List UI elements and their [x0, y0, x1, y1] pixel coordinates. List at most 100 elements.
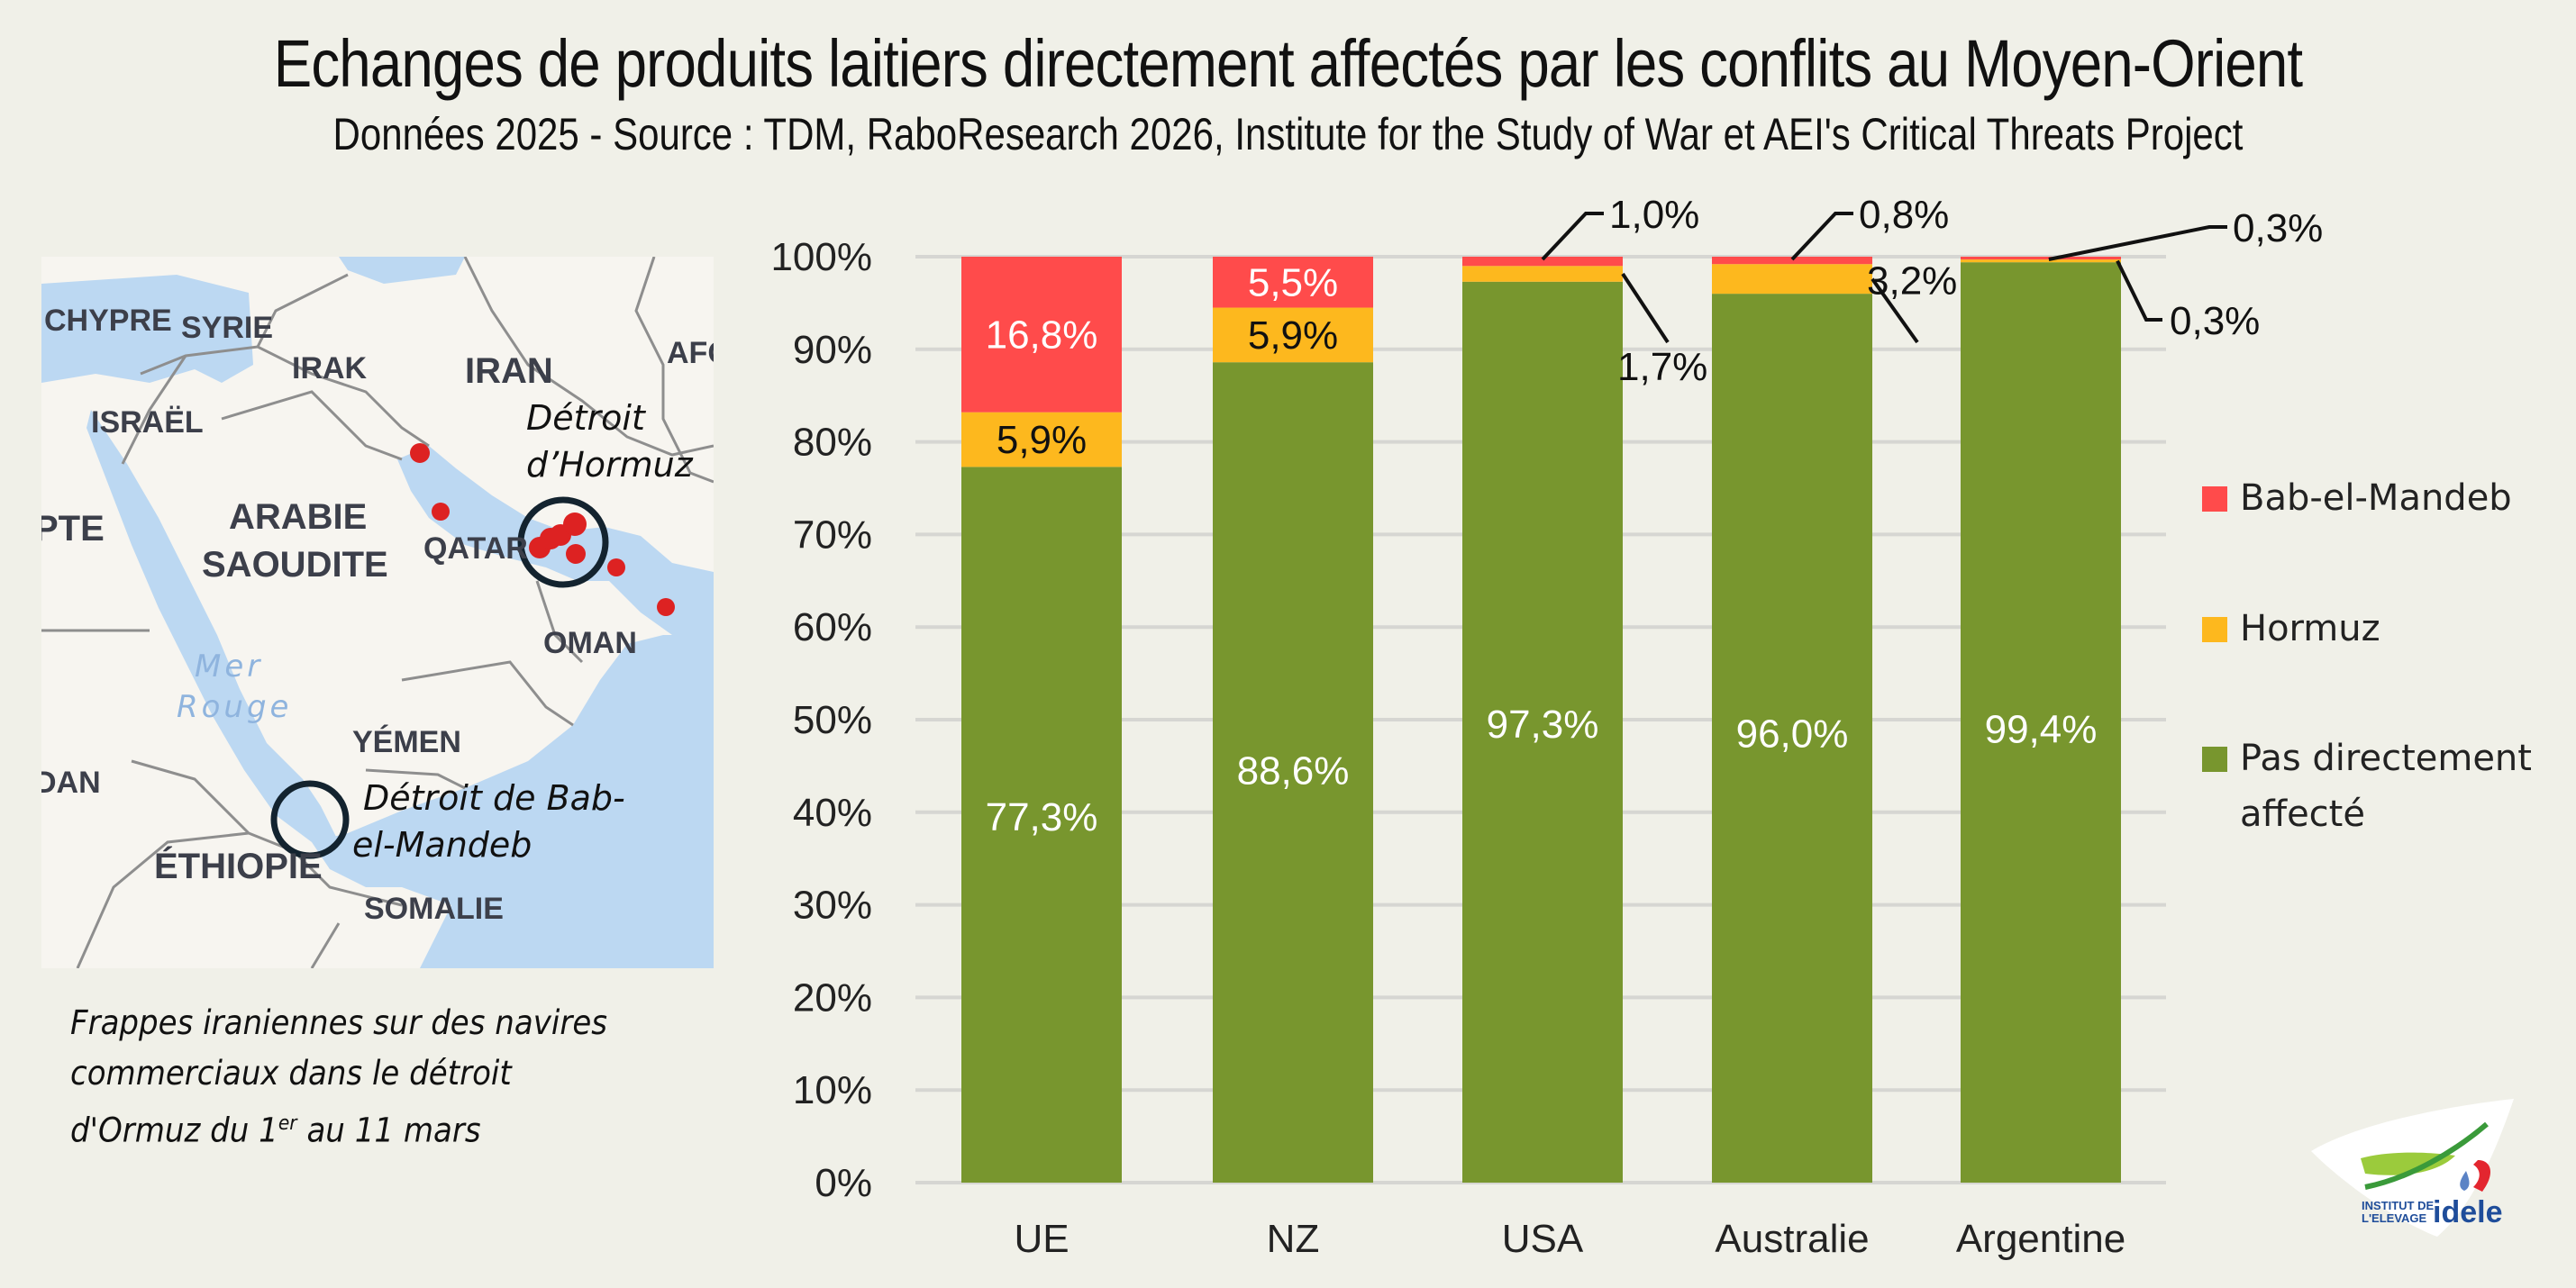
x-tick-label: USA	[1502, 1217, 1584, 1261]
data-label: 97,3%	[1487, 703, 1599, 747]
map-label-ethiopia: ÉTHIOPIE	[154, 847, 323, 886]
map-caption: Frappes iraniennes sur des navires comme…	[70, 998, 667, 1156]
map-label-cyprus: CHYPRE	[44, 304, 172, 338]
x-tick-label: Argentine	[1956, 1217, 2125, 1261]
map-label-iran: IRAN	[465, 351, 553, 391]
legend-label-bab-el-mandeb: Bab-el-Mandeb	[2240, 477, 2512, 519]
map-label-somalia: SOMALIE	[364, 892, 504, 926]
data-label: 96,0%	[1736, 712, 1849, 756]
data-label-leader-line	[2116, 259, 2162, 322]
map-label-egypt: PTE	[41, 509, 105, 549]
y-tick-label: 40%	[793, 791, 872, 835]
map-label-yemen: YÉMEN	[352, 725, 461, 759]
bar-segment-bab-el-mandeb	[1462, 257, 1623, 267]
y-tick-label: 90%	[793, 328, 872, 372]
y-axis-tick-labels: 0% 10% 20% 30% 40% 50% 60% 70% 80% 90% 100%	[770, 235, 872, 1205]
map-label-afghanistan: AFG	[667, 336, 714, 370]
legend-label-not-affected: Pas directement affecté	[2240, 730, 2532, 842]
y-tick-label: 0%	[815, 1161, 872, 1205]
legend-swatch-hormuz	[2202, 617, 2227, 642]
data-label-leader-line	[1790, 212, 1853, 261]
bar-segment-hormuz	[1462, 266, 1623, 282]
y-tick-label: 60%	[793, 605, 872, 649]
country-borders	[41, 257, 714, 968]
bar-segment-bab-el-mandeb	[1712, 257, 1872, 265]
bars	[961, 257, 2121, 1184]
caption-line-3-suffix: au 11 mars	[296, 1111, 481, 1150]
legend-label-not-affected-line2: affecté	[2240, 794, 2365, 835]
map-label-qatar: QATAR	[423, 531, 528, 566]
caption-line-3-prefix: d'Ormuz du 1	[70, 1111, 278, 1150]
x-tick-label: NZ	[1267, 1217, 1320, 1261]
bar-segment-not-affected	[1712, 294, 1872, 1183]
caption-line-3: d'Ormuz du 1er au 11 mars	[70, 1099, 667, 1156]
data-label-leader-line	[1541, 212, 1604, 261]
x-axis-tick-labels: UE NZ USA Australie Argentine	[1014, 1217, 2125, 1261]
data-label-leader-line	[2048, 225, 2227, 261]
caption-superscript: er	[278, 1112, 297, 1135]
idele-logo: INSTITUT DE L'ELEVAGE idele	[2302, 1088, 2527, 1241]
bab-el-mandeb-highlight-circle	[270, 780, 350, 859]
map-label-sudan: DAN	[41, 766, 101, 800]
hormuz-highlight-circle	[517, 496, 609, 588]
caption-line-2: commerciaux dans le détroit	[70, 1054, 512, 1093]
strike-point	[563, 512, 587, 536]
data-label: 5,5%	[1248, 260, 1338, 304]
y-tick-label: 10%	[793, 1068, 872, 1112]
data-label: 99,4%	[1985, 707, 2098, 751]
logo-drop-icon	[2460, 1171, 2470, 1191]
strike-markers	[410, 443, 675, 616]
hormuz-annotation-line1: Détroit	[526, 398, 645, 438]
logo-graphic: INSTITUT DE L'ELEVAGE idele	[2311, 1099, 2514, 1237]
bar-segment-not-affected	[1961, 262, 2121, 1184]
y-tick-label: 50%	[793, 698, 872, 742]
strike-point	[432, 503, 450, 521]
bar-segment-hormuz	[1712, 264, 1872, 295]
logo-brand-text: idele	[2433, 1195, 2502, 1229]
legend-swatch-not-affected	[2202, 747, 2227, 772]
strike-point	[566, 544, 586, 564]
map-label-oman: OMAN	[543, 626, 637, 660]
caption-line-1: Frappes iraniennes sur des navires	[70, 1003, 608, 1042]
bar-segment-hormuz	[1961, 259, 2121, 263]
map-label-red-sea-2: Rouge	[177, 689, 293, 725]
legend-label-not-affected-line1: Pas directement	[2240, 738, 2532, 779]
strike-point	[410, 443, 430, 463]
map-label-red-sea-1: Mer	[195, 649, 264, 685]
data-label-leader-line	[1621, 272, 1670, 344]
bar-segment-not-affected	[1462, 281, 1623, 1184]
y-tick-label: 70%	[793, 512, 872, 557]
arabian-sea	[312, 635, 714, 968]
chart-title: Echanges de produits laitiers directemen…	[273, 26, 2303, 101]
data-label: 5,9%	[1248, 313, 1338, 358]
map-label-saudi-arabia-1: ARABIE	[229, 497, 368, 537]
data-label: 1,0%	[1609, 193, 1699, 237]
logo-text-line1: INSTITUT DE	[2362, 1199, 2434, 1212]
map-label-saudi-arabia-2: SAOUDITE	[202, 545, 388, 585]
bab-annotation-line2: el-Mandeb	[352, 825, 532, 865]
legend-label-hormuz: Hormuz	[2240, 608, 2380, 649]
data-label: 0,3%	[2170, 299, 2260, 343]
caspian-sea	[339, 257, 465, 284]
map-label-syria: SYRIE	[181, 311, 274, 345]
chart-subtitle: Données 2025 - Source : TDM, RaboResearc…	[332, 109, 2244, 159]
strike-point	[657, 598, 675, 616]
data-label: 0,3%	[2233, 206, 2323, 250]
map-label-iraq: IRAK	[292, 351, 368, 385]
y-tick-label: 80%	[793, 421, 872, 465]
red-sea	[86, 410, 339, 842]
logo-light-green-swoosh	[2361, 1152, 2455, 1175]
middle-east-map: CHYPRE SYRIE IRAK IRAN AFG ISRAËL ARABIE…	[41, 257, 714, 968]
data-label: 0,8%	[1859, 193, 1949, 237]
bab-annotation-line1: Détroit de Bab-	[363, 778, 625, 818]
logo-text-line2: L'ELEVAGE	[2362, 1211, 2427, 1225]
bar-segment-hormuz	[961, 412, 1122, 467]
y-tick-label: 100%	[770, 235, 872, 279]
logo-dark-green-swoosh	[2364, 1121, 2489, 1190]
map-graphic	[41, 257, 714, 968]
bar-segment-bab-el-mandeb	[1961, 257, 2121, 260]
data-label: 88,6%	[1237, 749, 1350, 794]
y-tick-label: 20%	[793, 975, 872, 1020]
hormuz-annotation-line2: d’Hormuz	[526, 445, 693, 485]
